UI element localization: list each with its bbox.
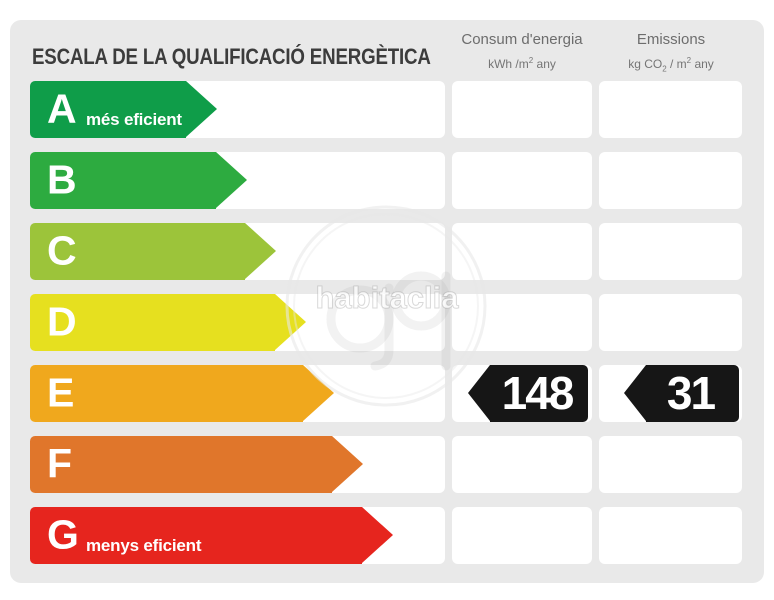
grade-bar-d: D bbox=[30, 294, 306, 351]
emissions-cell bbox=[599, 507, 742, 564]
emissions-header-title: Emissions bbox=[636, 31, 706, 48]
rating-row-b: B bbox=[10, 152, 764, 209]
emissions-cell bbox=[599, 81, 742, 138]
badge-arrow-tip bbox=[468, 365, 490, 421]
grade-bar-tip bbox=[303, 365, 334, 421]
consum-cell bbox=[452, 223, 592, 280]
emissions-unit-sup: 2 bbox=[686, 56, 692, 65]
grade-bar-tip bbox=[245, 223, 276, 279]
emissions-cell bbox=[599, 223, 742, 280]
consum-cell bbox=[452, 81, 592, 138]
consum-cell bbox=[452, 152, 592, 209]
rating-row-c: C bbox=[10, 223, 764, 280]
consum-header-units: kWh /m2 any bbox=[442, 54, 602, 71]
emissions-unit-sub: 2 bbox=[662, 64, 667, 74]
grade-letter: C bbox=[47, 227, 77, 274]
emissions-unit-mid: / m bbox=[666, 57, 687, 71]
grade-bar-tip bbox=[275, 294, 306, 350]
grade-letter: A bbox=[47, 85, 77, 132]
consum-cell bbox=[452, 507, 592, 564]
consum-cell bbox=[452, 436, 592, 493]
consum-cell bbox=[452, 294, 592, 351]
grade-letter: B bbox=[47, 156, 77, 203]
consum-value-badge: 148 bbox=[468, 365, 588, 422]
emissions-value-badge: 31 bbox=[624, 365, 739, 422]
consum-unit-sup: 2 bbox=[528, 56, 534, 65]
emissions-unit-suffix: any bbox=[691, 57, 714, 71]
rating-row-f: F bbox=[10, 436, 764, 493]
consum-value-badge-text: 148 bbox=[490, 365, 588, 422]
emissions-cell bbox=[599, 436, 742, 493]
grade-bar-tip bbox=[362, 507, 393, 563]
grade-bar-tip bbox=[186, 81, 217, 137]
grade-sublabel: menys eficient bbox=[86, 536, 202, 555]
grade-bar-e: E bbox=[30, 365, 334, 422]
page-title: ESCALA DE LA QUALIFICACIÓ ENERGÈTICA bbox=[32, 44, 431, 69]
consum-column-header: Consum d'energia kWh /m2 any bbox=[442, 31, 602, 71]
consum-cell: 148 bbox=[452, 365, 592, 422]
consum-unit-suffix: any bbox=[533, 57, 556, 71]
emissions-cell bbox=[599, 152, 742, 209]
grade-bar-b: B bbox=[30, 152, 247, 209]
grade-letter: D bbox=[47, 298, 77, 345]
badge-arrow-tip bbox=[624, 365, 646, 421]
consum-unit-text: kWh /m bbox=[488, 57, 529, 71]
energy-rating-card: ESCALA DE LA QUALIFICACIÓ ENERGÈTICA Con… bbox=[10, 20, 764, 583]
emissions-header-units: kg CO2 / m2 any bbox=[595, 54, 747, 75]
rating-row-d: D bbox=[10, 294, 764, 351]
grade-letter: F bbox=[47, 440, 73, 487]
grade-bar-tip bbox=[216, 152, 247, 208]
rating-row-e: 148 31 E bbox=[10, 365, 764, 422]
consum-header-title: Consum d'energia bbox=[461, 31, 583, 48]
emissions-column-header: Emissions kg CO2 / m2 any bbox=[595, 31, 747, 75]
grade-bar-c: C bbox=[30, 223, 276, 280]
grade-letter: G bbox=[47, 511, 79, 558]
emissions-value-badge-text: 31 bbox=[646, 365, 739, 422]
emissions-unit-text: kg CO bbox=[628, 57, 663, 71]
grade-bar-f: F bbox=[30, 436, 363, 493]
grade-letter: E bbox=[47, 369, 75, 416]
emissions-cell: 31 bbox=[599, 365, 742, 422]
grade-bar-tip bbox=[332, 436, 363, 492]
emissions-cell bbox=[599, 294, 742, 351]
grade-sublabel: més eficient bbox=[86, 110, 182, 129]
